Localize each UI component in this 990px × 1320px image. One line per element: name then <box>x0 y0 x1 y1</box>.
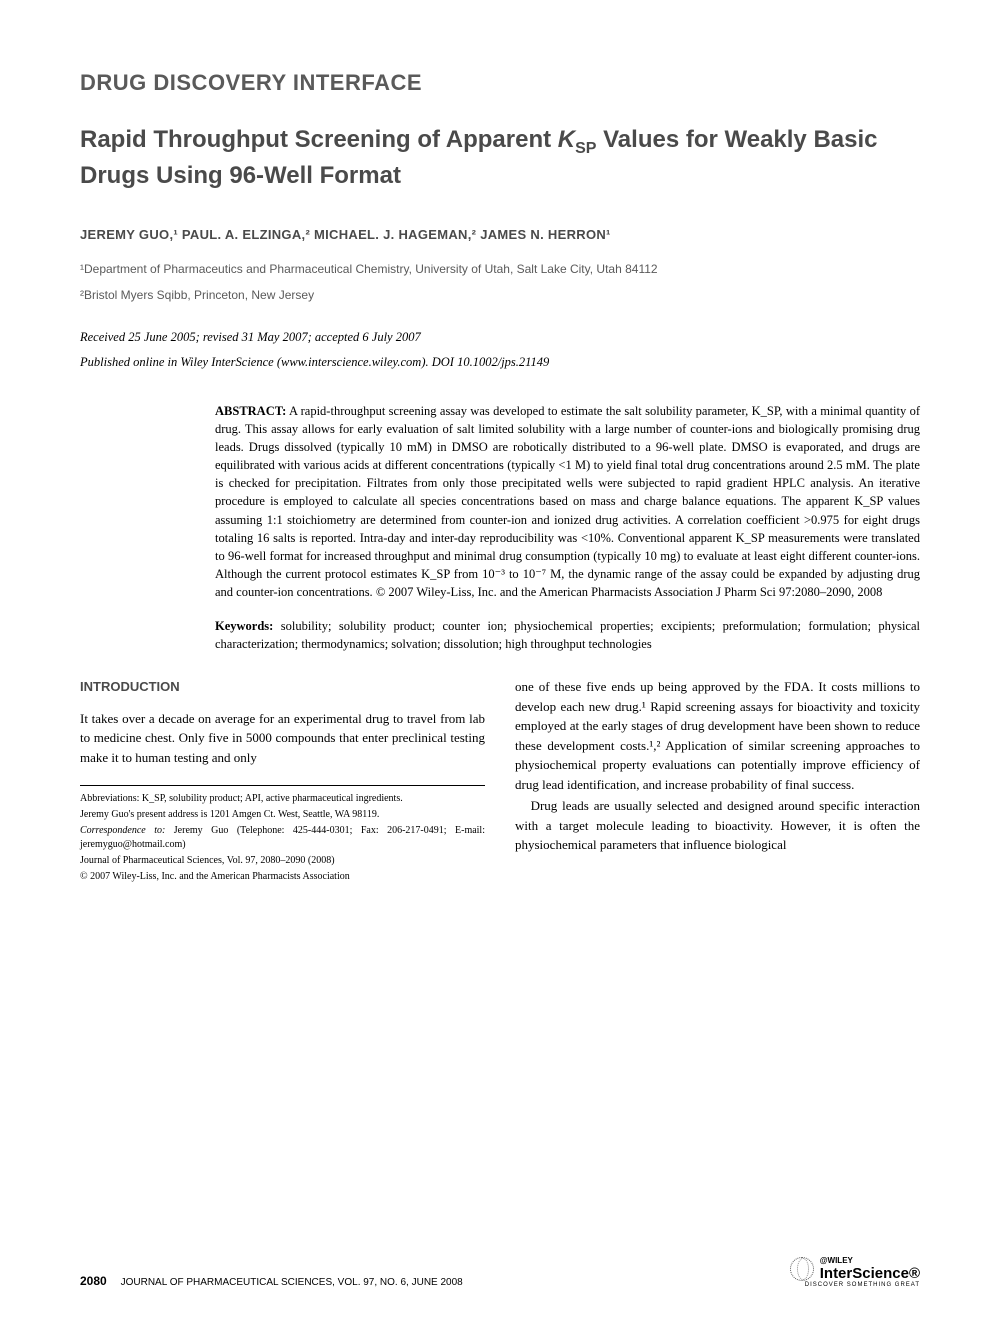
intro-paragraph-2: one of these five ends up being approved… <box>515 677 920 794</box>
footnotes: Abbreviations: K_SP, solubility product;… <box>80 785 485 884</box>
keywords-label: Keywords: <box>215 619 273 633</box>
published-online-line: Published online in Wiley InterScience (… <box>80 355 920 370</box>
footer-left: 2080 JOURNAL OF PHARMACEUTICAL SCIENCES,… <box>80 1274 463 1288</box>
keywords-body: solubility; solubility product; counter … <box>215 619 920 651</box>
footnote-journal: Journal of Pharmaceutical Sciences, Vol.… <box>80 854 485 868</box>
title-text-pre: Rapid Throughput Screening of Apparent <box>80 126 558 153</box>
affiliation-1: ¹Department of Pharmaceutics and Pharmac… <box>80 260 920 278</box>
abstract-body: A rapid-throughput screening assay was d… <box>215 404 920 599</box>
article-title: Rapid Throughput Screening of Apparent K… <box>80 124 920 191</box>
column-right: one of these five ends up being approved… <box>515 677 920 886</box>
body-columns: INTRODUCTION It takes over a decade on a… <box>80 677 920 886</box>
title-variable: K <box>558 126 575 153</box>
globe-icon <box>790 1257 814 1281</box>
correspondence-label: Correspondence to: <box>80 825 165 836</box>
intro-paragraph-3: Drug leads are usually selected and desi… <box>515 796 920 855</box>
journal-footer-text: JOURNAL OF PHARMACEUTICAL SCIENCES, VOL.… <box>121 1277 463 1288</box>
column-left: INTRODUCTION It takes over a decade on a… <box>80 677 485 886</box>
introduction-heading: INTRODUCTION <box>80 677 485 697</box>
received-dates: Received 25 June 2005; revised 31 May 20… <box>80 330 920 345</box>
intro-paragraph-1: It takes over a decade on average for an… <box>80 709 485 768</box>
publisher-logo: @WILEY InterScience® DISCOVER SOMETHING … <box>790 1256 920 1288</box>
publisher-brand-main: InterScience® <box>820 1265 920 1282</box>
publisher-tagline: DISCOVER SOMETHING GREAT <box>805 1282 920 1288</box>
section-title: DRUG DISCOVERY INTERFACE <box>80 70 920 96</box>
abstract-label: ABSTRACT: <box>215 404 286 418</box>
footnote-address: Jeremy Guo's present address is 1201 Amg… <box>80 808 485 822</box>
footnote-copyright: © 2007 Wiley-Liss, Inc. and the American… <box>80 870 485 884</box>
authors-line: JEREMY GUO,¹ PAUL. A. ELZINGA,² MICHAEL.… <box>80 227 920 242</box>
affiliation-2: ²Bristol Myers Sqibb, Princeton, New Jer… <box>80 286 920 304</box>
footnote-abbreviations: Abbreviations: K_SP, solubility product;… <box>80 792 485 806</box>
publisher-brand-small: @WILEY <box>820 1256 920 1265</box>
abstract: ABSTRACT: A rapid-throughput screening a… <box>215 402 920 601</box>
abstract-copyright: © 2007 Wiley-Liss, Inc. and the American… <box>373 585 883 599</box>
page-footer: 2080 JOURNAL OF PHARMACEUTICAL SCIENCES,… <box>80 1256 920 1288</box>
footnote-correspondence: Correspondence to: Jeremy Guo (Telephone… <box>80 824 485 852</box>
title-subscript: SP <box>575 140 596 157</box>
keywords: Keywords: solubility; solubility product… <box>215 617 920 653</box>
page-number: 2080 <box>80 1274 107 1288</box>
